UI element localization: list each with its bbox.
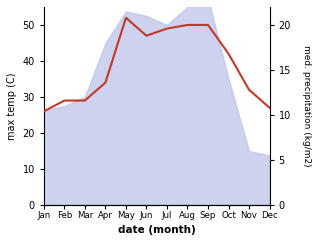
Y-axis label: med. precipitation (kg/m2): med. precipitation (kg/m2) [302,45,311,167]
X-axis label: date (month): date (month) [118,225,196,235]
Y-axis label: max temp (C): max temp (C) [7,72,17,140]
